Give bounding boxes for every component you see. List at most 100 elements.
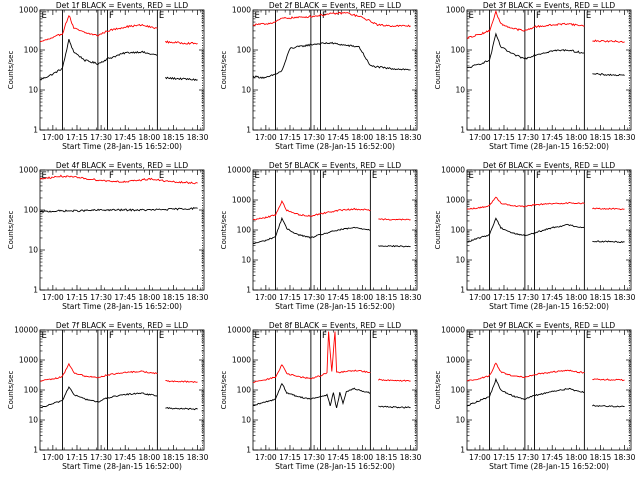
event-marker-letter: F	[536, 171, 541, 181]
x-tick-label: 17:45	[114, 293, 136, 302]
y-tick-label: 10	[241, 416, 251, 425]
event-marker-letter: E	[42, 11, 47, 21]
x-tick-label: 17:30	[90, 453, 112, 462]
x-tick-label: 18:30	[400, 293, 422, 302]
y-tick-label: 10	[28, 86, 38, 95]
y-axis-label: Counts/sec	[7, 51, 15, 90]
y-tick-label: 1000	[19, 6, 38, 15]
panel-5: Det 5f BLACK = Events, RED = LLD 1 10 100 10…	[220, 161, 422, 311]
y-tick-label: 100	[237, 226, 252, 235]
y-tick-label: 1	[246, 126, 251, 135]
series-line-events	[39, 207, 198, 214]
plot-frame	[39, 169, 205, 291]
x-tick-label: 17:30	[303, 133, 325, 142]
x-tick-label: 18:30	[614, 293, 636, 302]
y-axis-label: Counts/sec	[220, 371, 228, 410]
panel-6: Det 6f BLACK = Events, RED = LLD 1 10 100 10…	[434, 161, 636, 311]
y-tick-label: 10000	[441, 326, 465, 335]
x-tick-label: 18:30	[400, 133, 422, 142]
x-tick-label: 17:45	[541, 133, 563, 142]
panel-4: Det 4f BLACK = Events, RED = LLD 1 10 100 10…	[7, 161, 209, 311]
x-tick-label: 18:30	[614, 453, 636, 462]
series-line-events	[378, 244, 411, 248]
x-tick-label: 17:45	[541, 293, 563, 302]
y-tick-label: 100	[237, 386, 252, 395]
x-tick-label: 17:45	[114, 453, 136, 462]
x-tick-label: 18:15	[376, 293, 398, 302]
panel-9: Det 9f BLACK = Events, RED = LLD 1 10 100 10…	[434, 321, 636, 471]
series-line-lld	[378, 218, 411, 221]
series-line-lld	[378, 378, 411, 382]
y-tick-label: 10	[241, 86, 251, 95]
event-marker-letter: E	[42, 331, 47, 341]
series-line-events	[252, 216, 371, 245]
panel-8: Det 8f BLACK = Events, RED = LLD 1 10 100 10…	[220, 321, 422, 471]
y-tick-label: 1000	[232, 6, 251, 15]
y-tick-label: 1	[33, 446, 38, 455]
y-tick-label: 1	[33, 126, 38, 135]
series-line-events	[592, 72, 625, 77]
series-line-lld	[39, 174, 198, 185]
x-tick-label: 17:45	[327, 133, 349, 142]
x-axis-label: Start Time (28-Jan-15 16:52:00)	[62, 142, 182, 151]
panel-3: Det 3f BLACK = Events, RED = LLD 1 10 100 10…	[434, 1, 636, 151]
y-tick-label: 1	[460, 446, 465, 455]
x-tick-label: 18:30	[187, 453, 209, 462]
series-line-lld	[466, 196, 585, 210]
event-marker-letter: F	[109, 171, 114, 181]
x-tick-label: 18:15	[590, 453, 612, 462]
x-tick-label: 17:00	[255, 293, 277, 302]
x-axis-label: Start Time (28-Jan-15 16:52:00)	[275, 462, 395, 471]
panel-title: Det 7f BLACK = Events, RED = LLD	[56, 321, 189, 330]
x-axis-label: Start Time (28-Jan-15 16:52:00)	[489, 142, 609, 151]
y-tick-label: 1000	[446, 356, 465, 365]
x-tick-label: 17:30	[517, 293, 539, 302]
x-axis-label: Start Time (28-Jan-15 16:52:00)	[275, 142, 395, 151]
panel-title: Det 4f BLACK = Events, RED = LLD	[56, 161, 189, 170]
y-axis-label: Counts/sec	[220, 51, 228, 90]
y-tick-label: 100	[24, 46, 39, 55]
y-tick-label: 1000	[232, 356, 251, 365]
event-marker-letter: E	[255, 11, 260, 21]
event-marker-letter: E	[372, 331, 377, 341]
y-tick-label: 100	[24, 386, 39, 395]
y-tick-label: 10000	[227, 166, 251, 175]
x-tick-label: 17:00	[469, 453, 491, 462]
x-tick-label: 18:15	[376, 133, 398, 142]
y-tick-label: 10	[28, 416, 38, 425]
x-tick-label: 18:15	[163, 133, 185, 142]
x-tick-label: 18:00	[566, 453, 588, 462]
x-axis-label: Start Time (28-Jan-15 16:52:00)	[489, 462, 609, 471]
x-tick-label: 18:15	[376, 453, 398, 462]
event-marker-letter: F	[109, 331, 114, 341]
x-tick-label: 17:45	[114, 133, 136, 142]
x-tick-label: 17:15	[279, 133, 301, 142]
y-tick-label: 1	[246, 446, 251, 455]
series-line-lld	[252, 331, 371, 384]
series-line-events	[378, 405, 411, 409]
plot-frame	[252, 329, 418, 451]
x-tick-label: 18:00	[352, 133, 374, 142]
x-tick-label: 17:30	[90, 133, 112, 142]
x-tick-label: 17:45	[327, 453, 349, 462]
panel-title: Det 5f BLACK = Events, RED = LLD	[269, 161, 402, 170]
event-marker-letter: E	[586, 11, 591, 21]
x-tick-label: 18:30	[614, 133, 636, 142]
panel-title: Det 9f BLACK = Events, RED = LLD	[483, 321, 616, 330]
series-line-events	[466, 217, 585, 243]
panel-title: Det 8f BLACK = Events, RED = LLD	[269, 321, 402, 330]
x-axis-label: Start Time (28-Jan-15 16:52:00)	[275, 302, 395, 311]
series-line-events	[39, 38, 158, 81]
x-tick-label: 18:30	[400, 453, 422, 462]
y-tick-label: 1	[460, 126, 465, 135]
x-tick-label: 17:30	[303, 293, 325, 302]
y-tick-label: 1	[246, 286, 251, 295]
event-marker-letter: E	[469, 11, 474, 21]
y-axis-label: Counts/sec	[7, 371, 15, 410]
x-tick-label: 17:15	[66, 293, 88, 302]
y-tick-label: 100	[451, 386, 466, 395]
series-line-lld	[165, 40, 198, 45]
x-tick-label: 18:00	[139, 133, 161, 142]
event-marker-letter: F	[109, 11, 114, 21]
